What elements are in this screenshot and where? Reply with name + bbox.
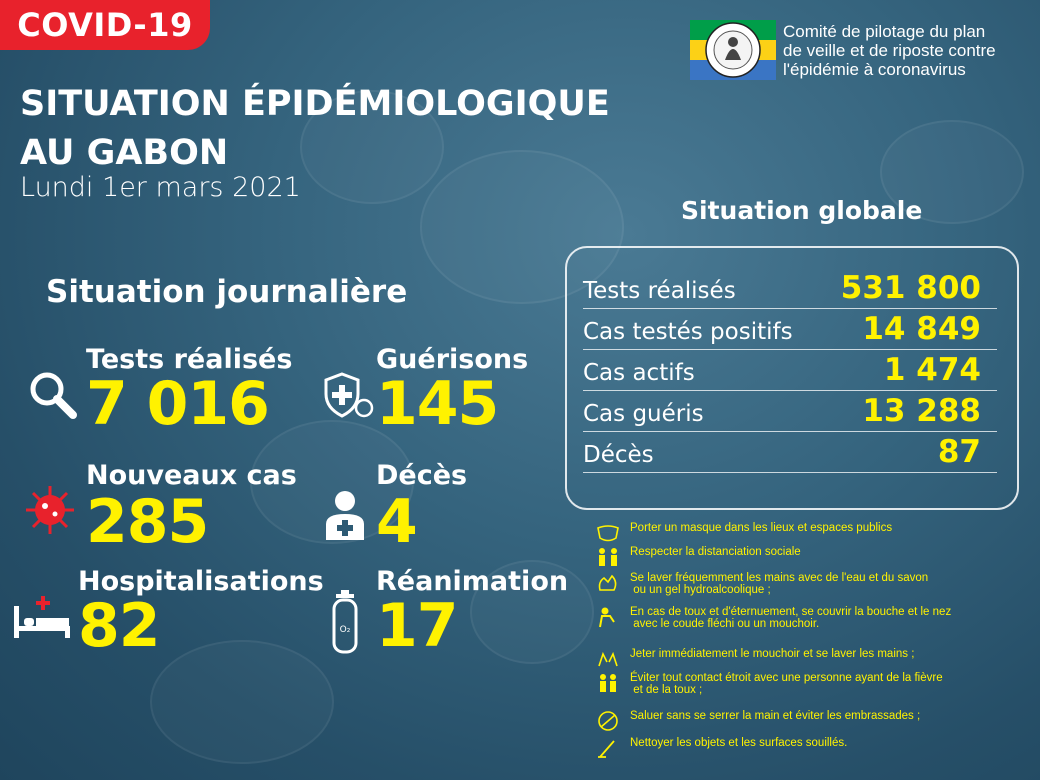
gueri-label: Guérisons [376,344,529,375]
shield-cross-icon [324,372,374,418]
distance-icon [599,548,617,566]
row-value: 13 288 [862,393,981,429]
nouveaux-label: Nouveaux cas [86,460,297,491]
tests-value: 7 016 [86,369,270,439]
page-date: Lundi 1er mars 2021 [20,172,301,203]
row-value: 531 800 [840,270,981,306]
tip-text: Porter un masque dans les lieux et espac… [630,522,893,534]
row-label: Cas guéris [583,401,704,427]
no-handshake-icon [598,711,618,731]
hosp-value: 82 [78,591,160,661]
table-row: Cas actifs 1 474 [583,350,997,391]
tip-text: Saluer sans se serrer la main et éviter … [630,710,921,722]
background-cell [250,420,414,544]
handwash-icon [598,574,617,591]
virus-icon [26,486,74,534]
tip-text: Éviter tout contact étroit avec une pers… [630,672,943,696]
hospital-bed-icon [14,596,70,638]
nouveaux-value: 285 [86,487,209,557]
row-label: Tests réalisés [583,278,736,304]
logo-text: Comité de pilotage du plan de veille et … [783,22,996,79]
global-heading: Situation globale [681,196,923,225]
svg-text:O₂: O₂ [340,625,351,635]
tests-label: Tests réalisés [86,344,293,375]
deces-label: Décès [376,460,468,491]
tip-text: Respecter la distanciation sociale [630,546,801,558]
deces-value: 4 [376,487,418,557]
global-table: Tests réalisés 531 800 Cas testés positi… [565,246,1019,510]
page-title-line2: AU GABON [20,133,229,173]
background-cell [300,90,444,204]
hands-icon [598,651,618,667]
cough-icon [599,607,615,628]
row-label: Décès [583,442,654,468]
page-title-line1: SITUATION ÉPIDÉMIOLOGIQUE [20,84,610,124]
covid-tag-text: COVID-19 [17,6,193,44]
gueri-value: 145 [376,369,499,439]
reanim-value: 17 [376,591,458,661]
row-value: 87 [937,434,981,470]
tip-text: Nettoyer les objets et les surfaces soui… [630,737,848,749]
table-row: Cas testés positifs 14 849 [583,309,997,350]
page-title: SITUATION ÉPIDÉMIOLOGIQUE AU GABON [20,80,610,178]
background-cell [420,150,624,304]
covid-tag: COVID-19 [0,0,210,50]
row-value: 1 474 [883,352,981,388]
oxygen-tank-icon: O₂ [332,590,358,654]
row-label: Cas actifs [583,360,695,386]
table-row: Décès 87 [583,432,997,473]
daily-heading: Situation journalière [46,274,408,310]
table-row: Cas guéris 13 288 [583,391,997,432]
cleaning-icon [598,740,615,758]
magnifier-icon [30,372,77,419]
contact-icon [600,674,616,692]
tip-text: Jeter immédiatement le mouchoir et se la… [630,648,915,660]
row-label: Cas testés positifs [583,319,793,345]
logo-text-line1: Comité de pilotage du plan [783,22,986,41]
logo-text-line3: l'épidémie à coronavirus [783,60,966,79]
table-row: Tests réalisés 531 800 [583,268,997,309]
logo-text-line2: de veille et de riposte contre [783,41,996,60]
background-cell [150,640,334,764]
reanim-label: Réanimation [376,566,569,597]
mask-icon [597,525,619,542]
row-value: 14 849 [862,311,981,347]
tip-text: En cas de toux et d'éternuement, se couv… [630,606,952,630]
gabon-logo [690,20,776,80]
gabon-emblem-icon [690,20,776,80]
person-cross-icon [326,491,364,540]
tip-text: Se laver fréquemment les mains avec de l… [630,572,929,596]
hosp-label: Hospitalisations [78,566,324,597]
background-cell [470,560,594,664]
background-cell [880,120,1024,224]
